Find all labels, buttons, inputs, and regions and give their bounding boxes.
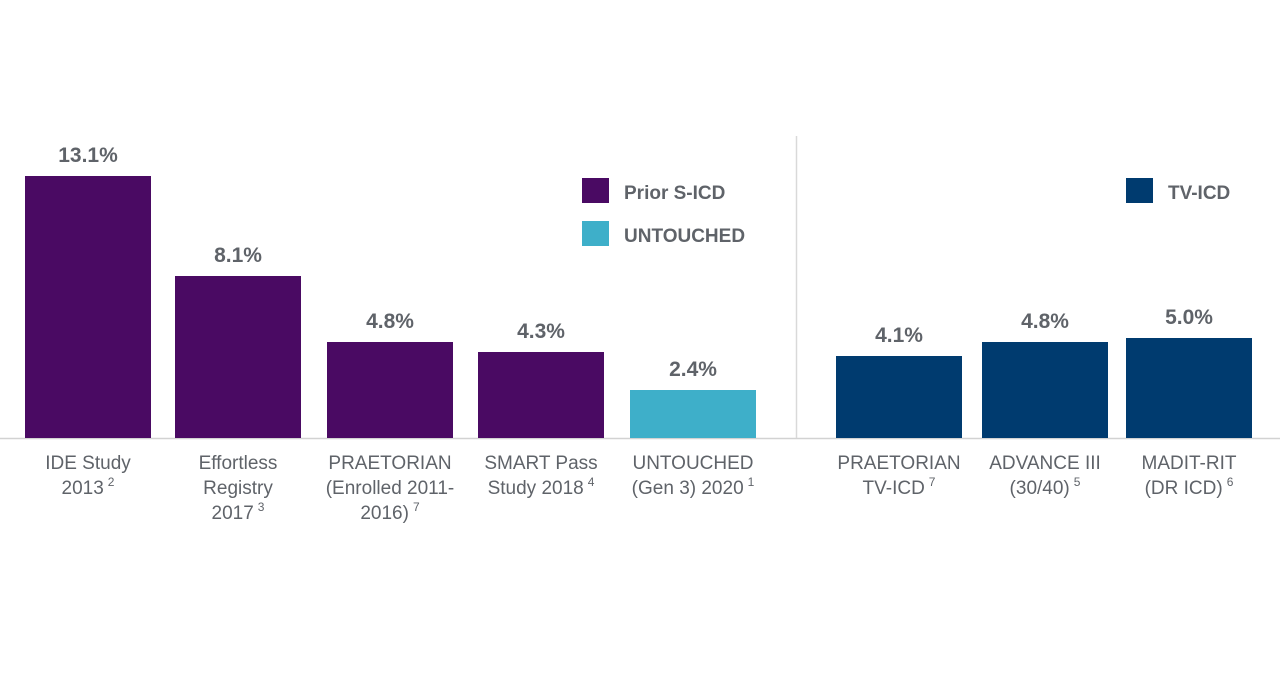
category-label-line: SMART Pass [484,453,597,474]
category-label: Effortless Registry 2017 3 [199,453,278,524]
category-label-line: (DR ICD) [1145,478,1223,499]
data-label: 8.1% [214,244,262,267]
category-label: ADVANCE III (30/40) 5 [989,453,1101,499]
bar [478,352,604,438]
data-label: 5.0% [1165,306,1213,329]
legend-label: UNTOUCHED [624,226,745,247]
bar [630,390,756,438]
category-label-line: PRAETORIAN [837,453,960,474]
category-label-line: (30/40) [1010,478,1070,499]
category-label-line: IDE Study [45,453,131,474]
category-label: MADIT-RIT (DR ICD) 6 [1142,453,1237,499]
reference-superscript: 5 [1074,475,1081,489]
bar [327,342,453,438]
category-label: IDE Study 2013 2 [45,453,131,499]
reference-superscript: 2 [108,475,115,489]
reference-superscript: 3 [258,500,265,514]
bar [175,276,301,438]
reference-superscript: 6 [1227,475,1234,489]
category-label-line: MADIT-RIT [1142,453,1237,474]
legend-swatch [582,178,609,203]
reference-superscript: 7 [413,500,420,514]
category-label-line: (Gen 3) 2020 [632,478,744,499]
reference-superscript: 7 [929,475,936,489]
category-label-line: 2016) [360,503,409,524]
legend-swatch [1126,178,1153,203]
category-label: SMART Pass Study 2018 4 [484,453,597,499]
bar [25,176,151,438]
bar [836,356,962,438]
data-label: 13.1% [58,144,118,167]
data-label: 4.8% [1021,310,1069,333]
category-label: PRAETORIAN (Enrolled 2011- 2016) 7 [326,453,455,524]
category-label: UNTOUCHED (Gen 3) 2020 1 [632,453,755,499]
data-label: 2.4% [669,358,717,381]
category-label: PRAETORIAN TV-ICD 7 [837,453,960,499]
data-label: 4.3% [517,320,565,343]
category-label-line: 2017 [212,503,254,524]
category-label-line: Effortless [199,453,278,474]
category-label-line: ADVANCE III [989,453,1101,474]
reference-superscript: 1 [748,475,755,489]
reference-superscript: 4 [588,475,595,489]
category-label-line: TV-ICD [863,478,925,499]
data-label: 4.1% [875,324,923,347]
category-label-line: PRAETORIAN [328,453,451,474]
category-label-line: Study 2018 [488,478,584,499]
data-label: 4.8% [366,310,414,333]
bar [982,342,1108,438]
legend-swatch [582,221,609,246]
category-label-line: (Enrolled 2011- [326,478,455,499]
category-label-line: 2013 [62,478,104,499]
category-label-line: UNTOUCHED [632,453,753,474]
legend-label: TV-ICD [1168,183,1230,204]
legend-label: Prior S-ICD [624,183,725,204]
category-label-line: Registry [203,478,273,499]
bar [1126,338,1252,438]
